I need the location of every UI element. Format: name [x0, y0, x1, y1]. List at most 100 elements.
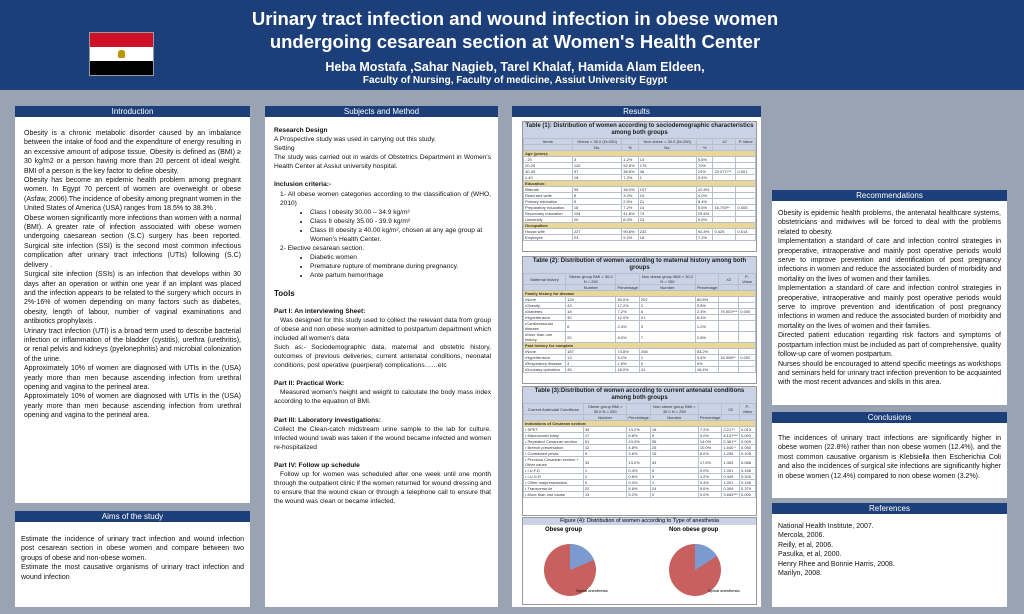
- obesity-class-list: Class I obesity 30.00 – 34.9 kg/m² Class…: [274, 208, 491, 244]
- table-cell: 17.6%: [697, 456, 723, 468]
- pie-legend-right: Spinal anesthesia: [708, 588, 740, 593]
- table-cell: 16.398**: [718, 354, 740, 361]
- table-cell: 1.363: [721, 456, 740, 468]
- introduction-heading: Introduction: [15, 106, 250, 117]
- intro-paragraph: Obese women significantly more infection…: [24, 214, 241, 269]
- table-cell: •Respiratory disease: [523, 360, 567, 367]
- conclusions-heading: Conclusions: [772, 412, 1007, 423]
- pie-nonobese-slice-other: [695, 543, 717, 570]
- recommendation-paragraph: Implementation a standard of care and in…: [778, 238, 1001, 283]
- table-cell: Obese > 30.0 (N=250): [571, 138, 623, 145]
- table-cell: 33: [582, 456, 628, 468]
- table-cell: 8.0%: [615, 331, 640, 343]
- reference-item: Mercola, 2006.: [778, 532, 825, 540]
- recommendations-panel: Recommendations Obesity is epidemic heal…: [772, 190, 1007, 405]
- table-cell: Percentage: [694, 284, 720, 291]
- exclusion-item: Premature rupture of membrane during pre…: [310, 262, 491, 271]
- conclusions-body: The incidences of urinary tract infectio…: [778, 435, 1001, 480]
- table-cell: 4.147***: [721, 432, 740, 439]
- table-3: Table (3):Distribution of women accordin…: [522, 386, 757, 516]
- table-cell: 7.2%: [695, 234, 714, 241]
- table-cell: [738, 366, 756, 373]
- table-3-grid: Current Antenatal Conditions Obese group …: [523, 403, 756, 498]
- exclusion-item: Diabetic women: [310, 253, 491, 262]
- pie-legend-left: Spinal anesthesia: [576, 588, 608, 593]
- figure-4: Figure (4): Distribution of women accord…: [522, 517, 757, 605]
- table-2: Table (2): Distribution of women accordi…: [522, 256, 757, 384]
- table-cell: 0.0%: [697, 491, 723, 498]
- part4-text: Follow up for women was scheduled after …: [274, 471, 491, 506]
- reference-item: Marilyn, 2008.: [778, 570, 822, 578]
- aims-panel: Aims of the study Estimate the incidence…: [15, 511, 250, 607]
- table-cell: X2: [721, 403, 740, 415]
- pie-label-nonobese: Non obese group: [669, 527, 719, 533]
- table-cell: 13.2%: [626, 456, 651, 468]
- table-cell: 18: [637, 234, 697, 241]
- methods-body: Research Design A Prospective study was …: [265, 117, 498, 506]
- inclusion-item-2: 2- Elective cesarean section.: [280, 245, 365, 253]
- table-cell: 3.653***: [721, 491, 740, 498]
- table-cell: •More than one history: [523, 331, 567, 343]
- references-list: National Health Institute, 2007. Mercola…: [772, 514, 1007, 578]
- part1-text-b: Such as:- Sociodemographic data, materna…: [274, 343, 491, 370]
- part3-heading: Part III: Laboratory investigations:: [274, 416, 381, 424]
- inclusion-item-1: 1- All obese women categories according …: [280, 190, 491, 207]
- table-cell: X2: [718, 273, 740, 285]
- table-cell: [697, 403, 723, 415]
- table-cell: 13: [582, 491, 628, 498]
- table-1-grid: Items Obese > 30.0 (N=250) Non obese < 30.…: [523, 138, 756, 241]
- table-cell: Non obese < 30.0 (N=250): [637, 138, 697, 145]
- results-heading: Results: [512, 106, 761, 117]
- table-row: •Obesity 43 17.2% 2 0.8%: [523, 302, 756, 309]
- table-row: ≥ 40 18 7.2% 1 0.4%: [523, 174, 756, 181]
- table-cell: 9.2%: [621, 234, 639, 241]
- references-panel: References National Health Institute, 20…: [772, 503, 1007, 607]
- table-row: Employee 23 9.2% 18 7.2%: [523, 234, 756, 241]
- affiliation: Faculty of Nursing, Faculty of medicine,…: [362, 75, 668, 86]
- table-cell: Non obese group BMI < 30.0 N = 250: [649, 403, 699, 415]
- table-cell: 2.4%: [615, 320, 640, 332]
- recommendation-paragraph: Directed patient education regarding ris…: [778, 332, 1001, 359]
- table-cell: • More than one cause: [523, 491, 584, 498]
- recommendation-paragraph: Obesity is epidemic health problems, the…: [778, 210, 1001, 236]
- obesity-class-item: Class II obesity 35.00 - 39.9 kg/m²: [310, 217, 491, 226]
- aims-paragraph: Estimate the most causative organisms of…: [21, 564, 244, 581]
- table-cell: 16.4%: [694, 366, 720, 373]
- conclusions-panel: Conclusions The incidences of urinary tr…: [772, 412, 1007, 498]
- table-cell: 5.2%: [626, 491, 651, 498]
- table-1: Table (1): Distribution of women accordi…: [522, 121, 757, 252]
- part3-text: Collect the Clean-catch midstream urine …: [274, 425, 491, 451]
- table-cell: Percentage: [626, 414, 651, 421]
- obesity-class-item: Class I obesity 30.00 – 34.9 kg/m²: [310, 208, 491, 217]
- table-cell: [738, 320, 756, 332]
- table-cell: •Cardiovascular disease: [523, 320, 567, 332]
- table-cell: •Doucany operation: [523, 366, 567, 373]
- exclusion-item: Ante partum hemorrhage: [310, 271, 491, 280]
- table-cell: 7: [638, 331, 696, 343]
- table-cell: [718, 331, 740, 343]
- tools-heading: Tools: [274, 288, 295, 298]
- table-cell: 6: [565, 320, 617, 332]
- table-row: Preparatory education 18 7.2% 14 5.6% 16.793*…: [523, 204, 756, 211]
- title-line-2: undergoing cesarean section at Women's H…: [269, 31, 761, 52]
- table-cell: [626, 403, 651, 415]
- inclusion-heading: Inclusion criteria:-: [274, 181, 332, 189]
- table-cell: Obese group BMI > 30.0 N = 250: [582, 403, 628, 415]
- table-cell: Percentage: [615, 284, 640, 291]
- recommendation-paragraph: Implementation a standard of care and in…: [778, 285, 1001, 330]
- intro-paragraph: Surgical site infection (SSIs) is an inf…: [24, 271, 241, 326]
- recommendations-body: Obesity is epidemic health problems, the…: [772, 201, 1007, 388]
- methods-heading: Subjects and Method: [265, 106, 498, 117]
- exclusion-list: Diabetic women Premature rupture of memb…: [274, 253, 491, 280]
- table-cell: Current Antenatal Conditions: [523, 403, 584, 415]
- table-cell: [615, 273, 640, 285]
- part2-heading: Part II: Practical Work:: [274, 380, 345, 388]
- table-cell: 41: [638, 366, 696, 373]
- table-cell: 0.086: [739, 456, 756, 468]
- title-line-1: Urinary tract infection and wound infect…: [251, 8, 779, 29]
- pie-label-obese: Obese group: [545, 527, 583, 533]
- aims-paragraph: Estimate the incidence of urinary tract …: [21, 536, 244, 562]
- table-2-caption: Table (2): Distribution of women accordi…: [523, 257, 756, 273]
- eagle-emblem-icon: [118, 50, 125, 58]
- intro-paragraph: Approximately 10% of women are diagnosed…: [24, 365, 241, 391]
